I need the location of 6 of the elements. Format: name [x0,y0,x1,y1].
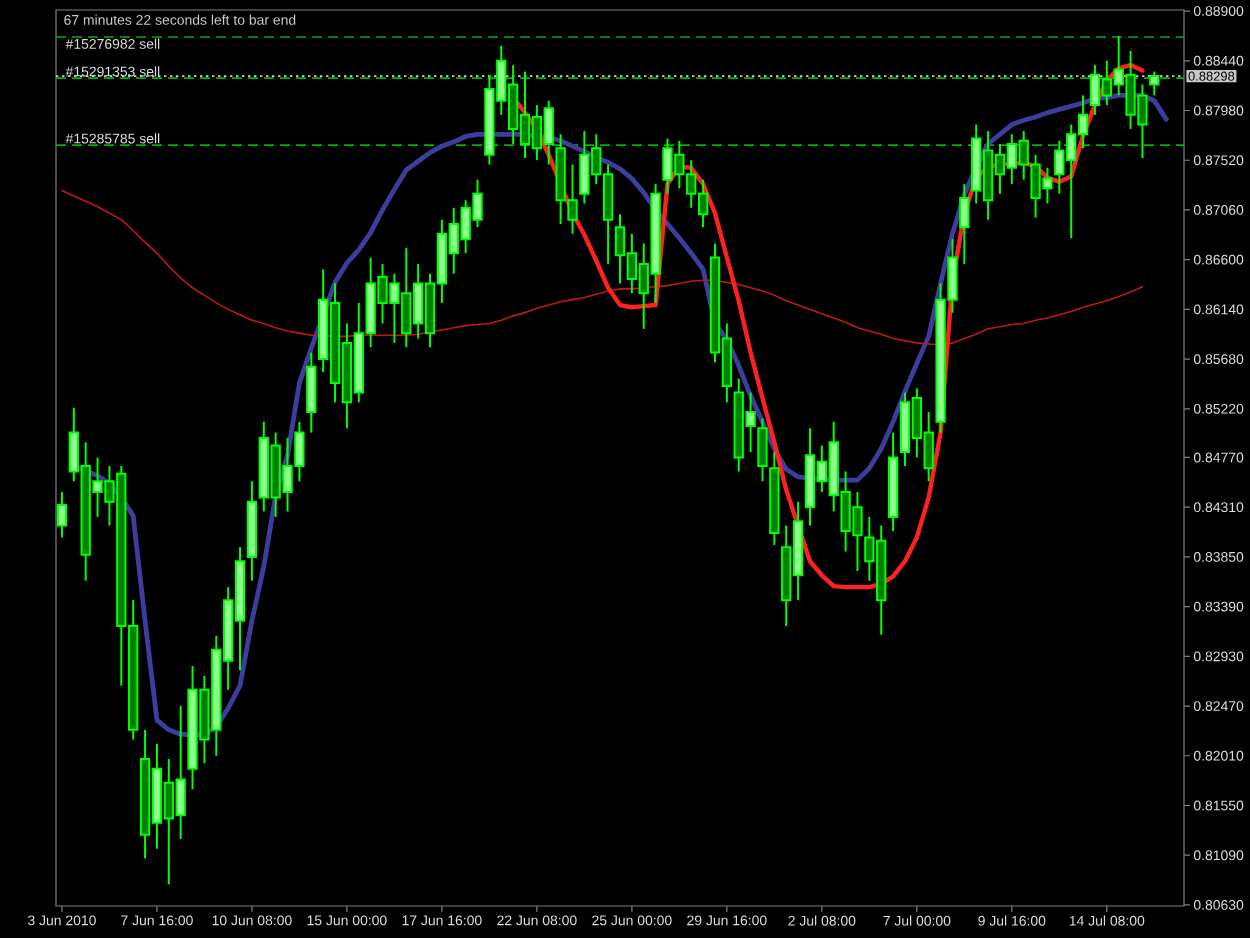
candlestick [306,351,317,434]
candlestick [769,451,780,546]
candlestick [959,183,970,265]
candlestick [757,417,768,483]
candlestick [887,431,899,532]
candlestick [246,480,258,582]
